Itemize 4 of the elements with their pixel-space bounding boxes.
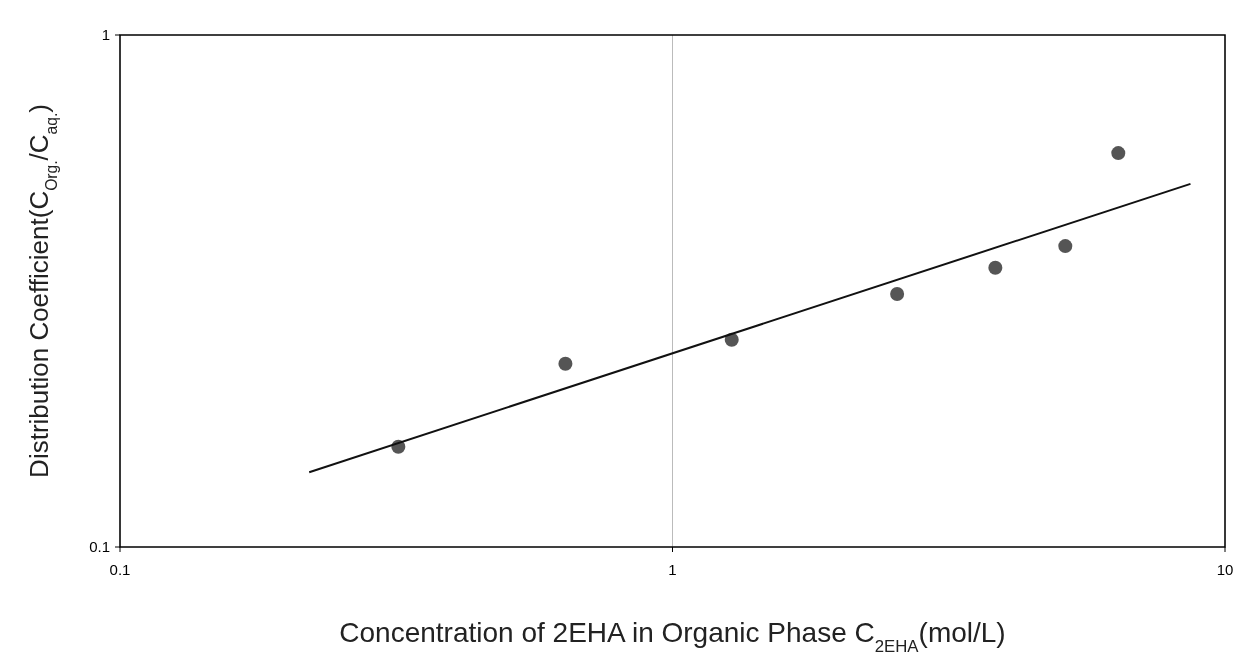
x-tick-label: 1 [668,561,677,578]
x-tick-label: 10 [1216,561,1234,578]
x-axis-title: Concentration of 2EHA in Organic Phase C$_{2EHA}$(mol/L) [339,617,1006,656]
x-tick-label: 0.1 [109,561,131,578]
